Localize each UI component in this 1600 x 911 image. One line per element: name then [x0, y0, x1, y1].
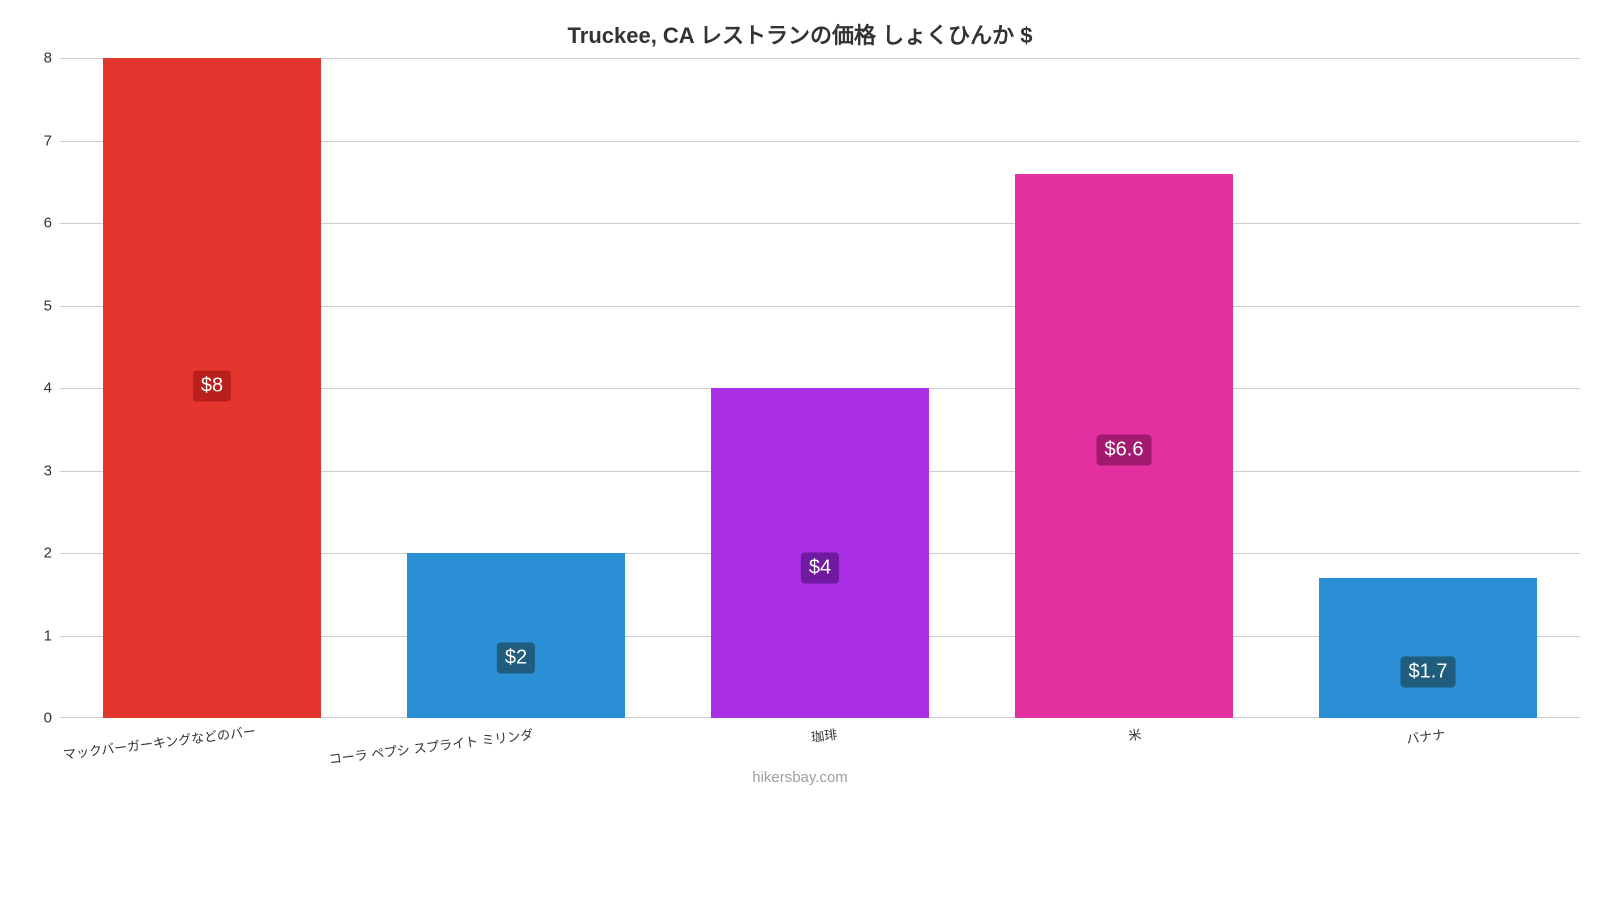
y-tick-label: 4 — [44, 380, 60, 397]
bar — [407, 553, 626, 718]
attribution-text: hikersbay.com — [0, 769, 1600, 786]
value-badge: $2 — [497, 643, 535, 674]
y-tick-label: 3 — [44, 462, 60, 479]
y-tick-label: 5 — [44, 297, 60, 314]
value-badge: $1.7 — [1401, 656, 1456, 687]
chart-title: Truckee, CA レストランの価格 しょくひんか $ — [0, 18, 1600, 50]
price-bar-chart: Truckee, CA レストランの価格 しょくひんか $ 012345678$… — [0, 0, 1600, 800]
y-tick-label: 0 — [44, 710, 60, 727]
value-badge: $6.6 — [1097, 434, 1152, 465]
y-tick-label: 8 — [44, 50, 60, 67]
bar — [1319, 578, 1538, 718]
y-tick-label: 7 — [44, 132, 60, 149]
y-tick-label: 6 — [44, 215, 60, 232]
x-tick-label: マックバーガーキングなどのバー — [61, 718, 230, 763]
y-tick-label: 2 — [44, 545, 60, 562]
y-tick-label: 1 — [44, 627, 60, 644]
value-badge: $4 — [801, 552, 839, 583]
plot-area: 012345678$8マックバーガーキングなどのバー$2コーラ ペプシ スプライ… — [60, 58, 1580, 718]
value-badge: $8 — [193, 371, 231, 402]
